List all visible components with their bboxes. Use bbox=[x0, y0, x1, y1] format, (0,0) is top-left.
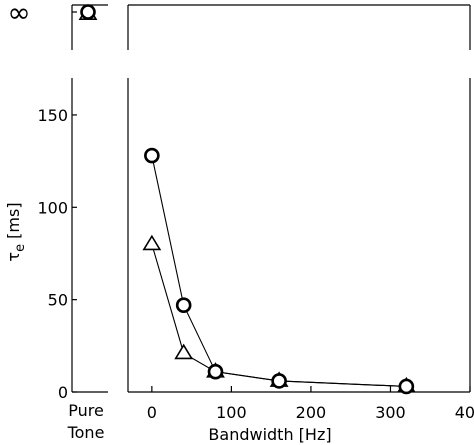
y-axis-label-unit: [ms] bbox=[4, 202, 23, 244]
x-axis-label: Bandwidth [Hz] bbox=[208, 425, 331, 444]
y-axis-label-subscript: e bbox=[13, 244, 28, 252]
pure-tone-label-line1: Pure bbox=[68, 401, 104, 420]
y-tick-label: 100 bbox=[37, 198, 68, 217]
x-tick-label: 400 bbox=[455, 403, 474, 422]
data-point-circle bbox=[207, 363, 224, 380]
data-point-triangle bbox=[142, 234, 162, 251]
y-tick-label: 150 bbox=[37, 106, 68, 125]
data-point-circle bbox=[271, 373, 287, 389]
y-axis-label-symbol: τ bbox=[4, 252, 23, 262]
series-line-circle bbox=[151, 155, 407, 388]
x-tick-label: 200 bbox=[296, 403, 327, 422]
data-points bbox=[78, 4, 416, 395]
y-tick-label: 0 bbox=[58, 383, 68, 402]
x-tick-label: 100 bbox=[216, 403, 247, 422]
data-point-triangle bbox=[174, 343, 194, 360]
series-lines bbox=[151, 155, 407, 388]
pure-tone-label-line2: Tone bbox=[67, 423, 105, 442]
infinity-label: ∞ bbox=[7, 0, 30, 29]
data-point-circle bbox=[80, 4, 96, 20]
x-tick-label: 0 bbox=[147, 403, 157, 422]
y-tick-label: 50 bbox=[48, 291, 68, 310]
x-tick-label: 300 bbox=[375, 403, 406, 422]
series-line-triangle bbox=[151, 244, 407, 388]
chart-frame bbox=[71, 4, 471, 393]
data-point-circle bbox=[144, 147, 160, 164]
data-point-circle bbox=[398, 378, 415, 395]
y-axis-label: τe [ms] bbox=[4, 202, 28, 261]
axis-ticks: 0 100 200 300 400 0 50 100 150 bbox=[37, 106, 474, 422]
data-point-circle bbox=[175, 297, 192, 313]
